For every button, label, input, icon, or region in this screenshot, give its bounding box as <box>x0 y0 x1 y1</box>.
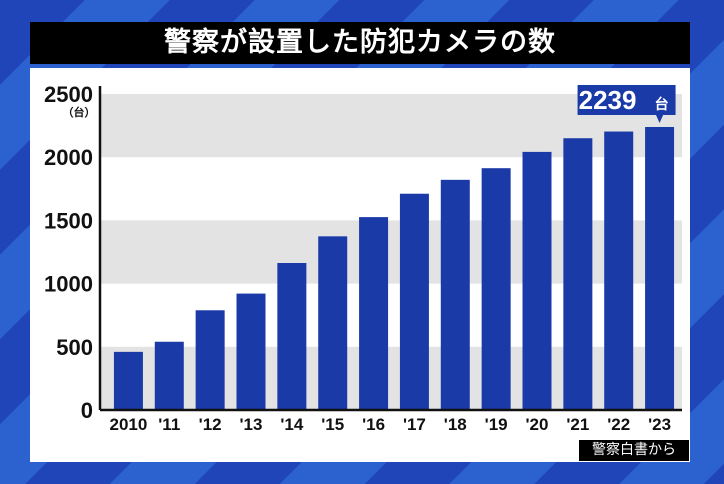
grid-band <box>100 346 682 410</box>
x-tick-label: '19 <box>485 415 508 434</box>
callout-pointer <box>655 113 664 123</box>
x-tick-label: '17 <box>403 415 426 434</box>
x-tick-label: '14 <box>280 415 303 434</box>
x-tick-label: 2010 <box>110 415 148 434</box>
y-tick-label: 1000 <box>44 272 93 297</box>
callout-unit: 台 <box>655 96 669 113</box>
bar-18 <box>440 179 470 410</box>
y-unit-label: （台） <box>63 105 96 119</box>
bar-13 <box>236 293 266 410</box>
bar-11 <box>154 341 184 410</box>
x-tick-label: '18 <box>444 415 467 434</box>
x-tick-label: '16 <box>362 415 385 434</box>
y-tick-label: 2000 <box>44 145 93 170</box>
x-tick-label: '15 <box>321 415 344 434</box>
bar-12 <box>195 310 225 410</box>
y-tick-label: 500 <box>56 335 93 360</box>
bar-14 <box>277 262 307 410</box>
bar-22 <box>604 131 634 410</box>
y-tick-label: 0 <box>81 398 93 423</box>
bar-16 <box>359 217 389 410</box>
bar-17 <box>399 193 429 410</box>
x-tick-label: '11 <box>158 415 180 434</box>
callout-value: 2239 <box>579 85 637 115</box>
bar-15 <box>318 236 348 410</box>
x-tick-label: '12 <box>199 415 222 434</box>
bar-2010 <box>113 351 143 410</box>
x-tick-label: '21 <box>566 415 589 434</box>
bar-19 <box>481 168 511 410</box>
x-tick-label: '20 <box>526 415 549 434</box>
y-tick-label: 2500 <box>44 82 93 107</box>
x-tick-label: '23 <box>648 415 671 434</box>
y-tick-label: 1500 <box>44 208 93 233</box>
chart-title: 警察が設置した防犯カメラの数 <box>30 22 690 64</box>
source-label: 警察白書から <box>579 440 689 461</box>
bar-21 <box>563 138 593 411</box>
callout-box <box>577 84 676 115</box>
x-tick-label: '22 <box>607 415 630 434</box>
grid-band <box>100 220 682 284</box>
x-tick-label: '13 <box>240 415 263 434</box>
bar-23 <box>645 126 675 410</box>
bar-20 <box>522 151 552 410</box>
